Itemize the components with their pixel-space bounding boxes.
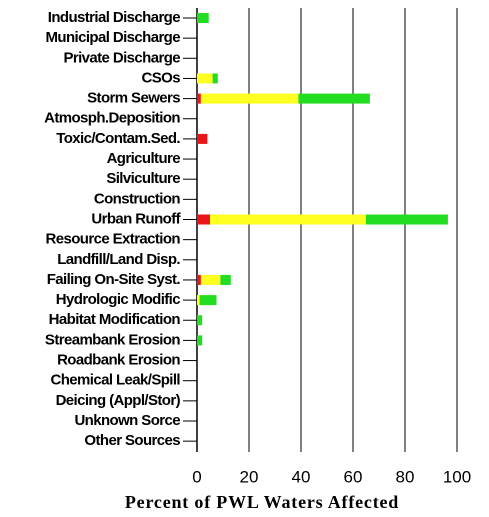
y-tick-label: Hydrologic Modific	[56, 291, 180, 308]
y-tick-label: Failing On-Site Syst.	[47, 271, 181, 288]
y-tick-label: Resource Extraction	[46, 231, 181, 248]
y-tick-label: Streambank Erosion	[45, 331, 181, 348]
y-tick-label: Landfill/Land Disp.	[57, 251, 180, 268]
x-tick-label: 80	[396, 467, 415, 486]
y-tick-label: Urban Runoff	[91, 210, 181, 227]
y-tick-label: Private Discharge	[63, 49, 180, 66]
y-tick-label: Toxic/Contam.Sed.	[56, 130, 180, 147]
x-tick-label: 40	[292, 467, 311, 486]
x-tick-label: 60	[344, 467, 363, 486]
y-tick-label: Unknown Sorce	[74, 412, 180, 429]
y-tick-label: Industrial Discharge	[48, 9, 180, 26]
bar-segment	[200, 274, 221, 285]
bar-segment	[210, 214, 366, 225]
y-tick-label: Habitat Modification	[49, 311, 181, 328]
y-tick-label: Storm Sewers	[87, 90, 180, 107]
bar-segment	[197, 335, 203, 346]
y-tick-label: CSOs	[142, 69, 181, 86]
bar-segment	[197, 73, 213, 84]
y-tick-label: Other Sources	[84, 432, 180, 449]
y-tick-label: Atmosph.Deposition	[44, 110, 180, 127]
x-tick-label: 0	[192, 467, 201, 486]
x-tick-label: 100	[443, 467, 471, 486]
y-tick-label: Municipal Discharge	[46, 29, 181, 46]
bar-segment	[197, 133, 208, 144]
x-tick-label: 20	[240, 467, 259, 486]
y-tick-label: Chemical Leak/Spill	[51, 372, 181, 389]
bar-segment	[197, 93, 201, 104]
bar-segment	[200, 93, 299, 104]
bar-segment	[199, 295, 217, 306]
x-axis-label: Percent of PWL Waters Affected	[125, 492, 399, 512]
bar-segment	[197, 214, 210, 225]
bar-segment	[197, 295, 200, 306]
y-tick-label: Roadbank Erosion	[57, 352, 180, 369]
y-tick-label: Agriculture	[107, 150, 181, 167]
y-tick-label: Silviculture	[106, 170, 180, 187]
bar-segment	[298, 93, 370, 104]
bar-segment	[212, 73, 218, 84]
bar-segment	[197, 13, 209, 23]
y-tick-label: Deicing (Appl/Stor)	[56, 392, 181, 409]
bar-segment	[197, 315, 203, 326]
y-tick-label: Construction	[94, 190, 181, 207]
bar-segment	[220, 274, 231, 285]
bar-segment	[366, 214, 448, 225]
bar-segment	[197, 274, 201, 285]
